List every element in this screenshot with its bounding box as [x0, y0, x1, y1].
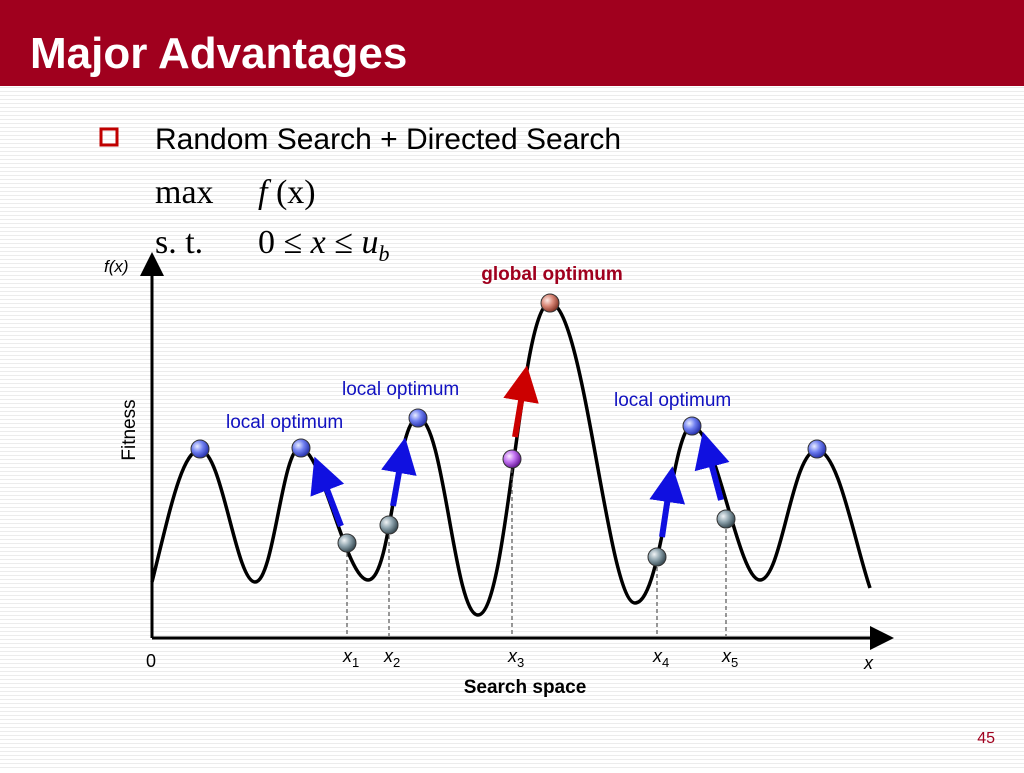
- formula-symbol: (x): [276, 174, 316, 211]
- point-marker: [379, 515, 399, 535]
- direction-arrow: [694, 431, 730, 501]
- point-symbol: x: [342, 646, 353, 666]
- global-optimum-label: global optimum: [481, 264, 622, 285]
- point-subscript: 5: [731, 655, 738, 670]
- point-label: x2: [383, 646, 400, 670]
- point-marker: [337, 533, 357, 553]
- point-label: x1: [342, 646, 359, 670]
- search-arrows: [310, 365, 730, 538]
- y-axis-label: Fitness: [119, 399, 140, 460]
- origin-label: 0: [146, 651, 156, 671]
- fitness-curve: [150, 301, 872, 617]
- point-marker: [716, 509, 736, 529]
- point-marker: [502, 449, 522, 469]
- formula-symbol: ≤: [334, 224, 353, 261]
- point-subscript: 4: [662, 655, 669, 670]
- formula-label: max: [155, 174, 214, 211]
- direction-arrow: [381, 437, 417, 507]
- local-optimum-label: local optimum: [342, 379, 459, 400]
- point-symbol: x: [721, 646, 732, 666]
- point-symbol: x: [383, 646, 394, 666]
- point-marker: [408, 408, 428, 428]
- slide-title: Major Advantages: [30, 29, 407, 78]
- formula-subscript: b: [378, 241, 389, 266]
- x-axis-symbol: x: [863, 653, 874, 673]
- point-label: x4: [652, 646, 669, 670]
- formula-symbol: x: [310, 224, 326, 261]
- formula-symbol: 0 ≤: [258, 224, 302, 261]
- formula-expr: 0 ≤ x ≤ ub: [258, 224, 389, 266]
- point-symbol: x: [507, 646, 518, 666]
- point-subscript: 2: [393, 655, 400, 670]
- formula-symbol: u: [361, 224, 378, 261]
- bullet-text: Random Search + Directed Search: [155, 123, 621, 156]
- direction-arrow: [310, 456, 345, 528]
- point-subscript: 3: [517, 655, 524, 670]
- local-optimum-label: local optimum: [614, 390, 731, 411]
- point-marker: [807, 439, 827, 459]
- x-axis-label: Search space: [464, 677, 587, 698]
- point-marker: [291, 438, 311, 458]
- formula-expr: f (x): [258, 174, 316, 211]
- point-label: x3: [507, 646, 524, 670]
- y-axis-symbol: f(x): [104, 257, 129, 276]
- point-marker: [647, 547, 667, 567]
- point-marker: [190, 439, 210, 459]
- direction-arrow: [649, 466, 686, 538]
- drop-lines: [346, 469, 727, 636]
- page-number: 45: [977, 730, 995, 747]
- local-optimum-label: local optimum: [226, 412, 343, 433]
- point-labels: x1 x2 x3 x4 x5: [342, 646, 738, 670]
- formula-symbol: f: [258, 174, 272, 211]
- bullet-icon: [99, 127, 119, 147]
- search-points: [190, 293, 827, 567]
- point-symbol: x: [652, 646, 663, 666]
- header-bar: [0, 0, 1024, 86]
- global-optimum-marker: [540, 293, 560, 313]
- direction-arrow: [503, 365, 539, 438]
- formula-label: s. t.: [155, 224, 203, 261]
- point-marker: [682, 416, 702, 436]
- point-label: x5: [721, 646, 738, 670]
- point-subscript: 1: [352, 655, 359, 670]
